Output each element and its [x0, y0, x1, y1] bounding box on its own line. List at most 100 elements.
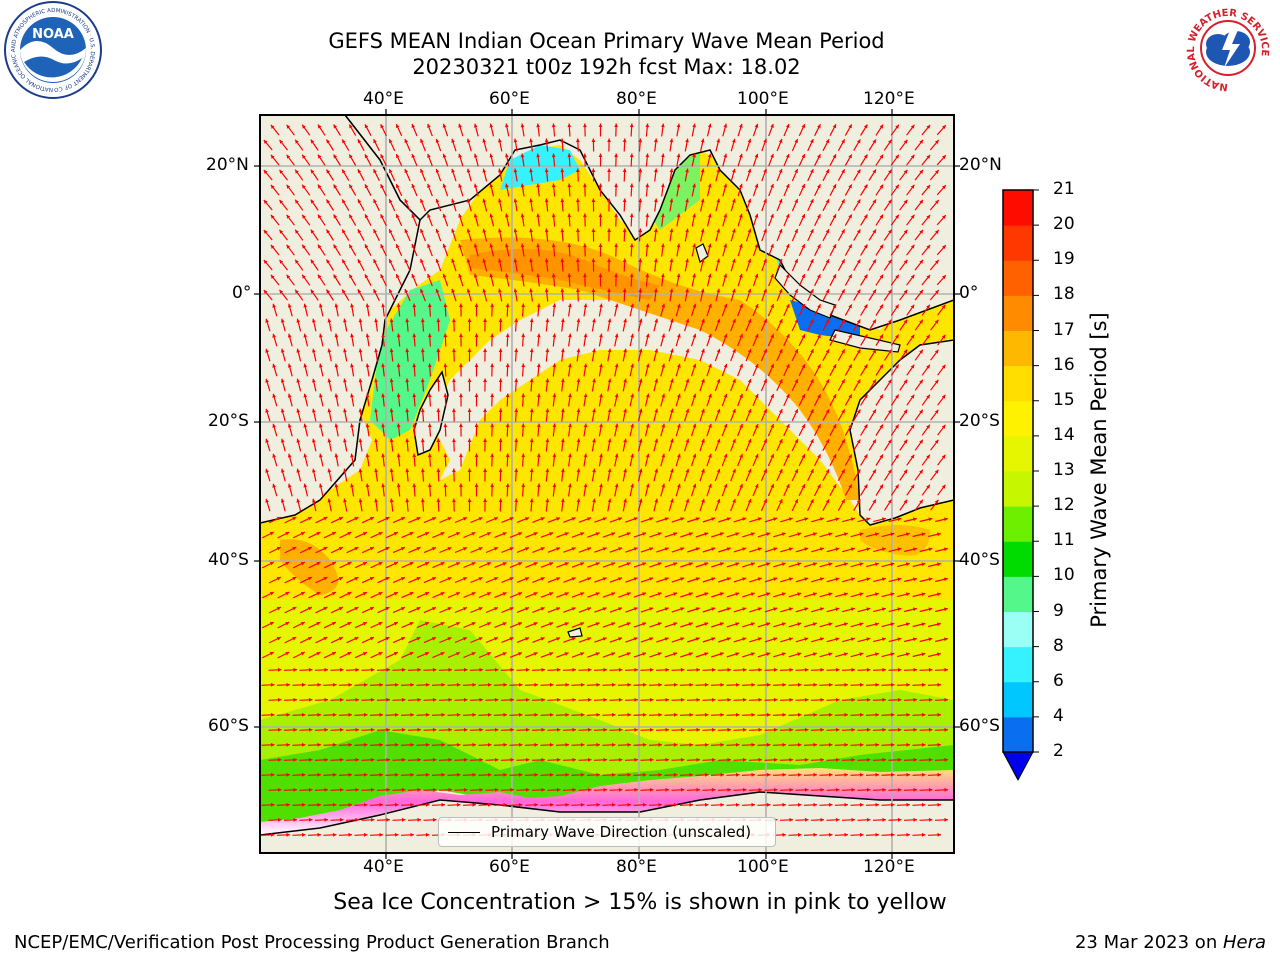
wave-arrow-head [801, 184, 805, 189]
wave-arrow-head [630, 393, 634, 398]
wave-arrow-head [828, 592, 833, 597]
wave-arrow-head [685, 468, 690, 473]
wave-arrow-head [575, 198, 580, 203]
wave-arrow-head [934, 409, 939, 414]
wave-arrow-head [739, 453, 743, 458]
wave-arrow-head [365, 333, 370, 338]
wave-arrow-head [817, 244, 821, 249]
wave-arrow-head [906, 742, 910, 747]
wave-arrow-head [432, 607, 436, 611]
wave-arrow-head [658, 742, 662, 747]
wave-arrow-head [723, 393, 728, 398]
wave-arrow-head [875, 802, 879, 807]
wave-arrow-head [928, 817, 933, 822]
wave-arrow-head [505, 123, 509, 128]
wave-arrow-head [478, 517, 483, 521]
wave-arrow-head [676, 123, 681, 128]
wave-arrow-head [804, 637, 809, 641]
wave-arrow-head [389, 468, 394, 473]
wave-arrow-head [735, 532, 740, 536]
wave-arrow-head [466, 288, 471, 293]
wave-arrow-head [420, 348, 425, 353]
wave-arrow-head [286, 772, 290, 777]
wave-arrow-head [677, 333, 681, 338]
wave-arrow-head [704, 712, 709, 717]
wave-arrow-head [373, 229, 377, 234]
wave-arrow-head [812, 652, 817, 656]
wave-arrow-head [420, 408, 425, 413]
wave-arrow-head [661, 123, 665, 128]
wave-arrow-head [529, 288, 533, 293]
wave-arrow-head [910, 364, 915, 369]
wave-arrow-head [739, 123, 743, 128]
wave-arrow-head [828, 682, 833, 687]
wave-arrow-head [505, 453, 510, 458]
wave-arrow-head [649, 517, 654, 521]
wave-arrow-head [551, 243, 556, 248]
wave-arrow-head [326, 289, 330, 294]
wave-arrow-head [567, 213, 572, 218]
wave-arrow-head [720, 802, 724, 807]
wave-arrow-head [549, 562, 554, 566]
wave-arrow-head [347, 592, 352, 596]
wave-arrow-head [770, 394, 774, 398]
wave-arrow-head [411, 124, 416, 128]
wave-arrow-head [819, 517, 824, 521]
wave-arrow-head [944, 697, 948, 702]
wave-arrow-head [882, 787, 886, 792]
wave-arrow-head [440, 622, 445, 626]
wave-arrow-head [279, 259, 284, 264]
wave-arrow-head [534, 712, 538, 717]
wave-arrow-head [580, 802, 585, 807]
wave-arrow-head [782, 712, 786, 717]
wave-arrow-head [357, 229, 362, 234]
wave-arrow-head [365, 483, 370, 488]
wave-arrow-head [828, 622, 833, 627]
wave-arrow-head [810, 319, 814, 324]
wave-arrow-head [551, 183, 556, 188]
wave-arrow-head [599, 423, 603, 428]
wave-arrow-head [623, 408, 627, 413]
wave-arrow-head [859, 562, 864, 567]
wave-arrow-head [654, 468, 659, 473]
wave-arrow-head [575, 258, 580, 263]
wave-arrow-head [794, 469, 798, 474]
wave-arrow-head [654, 348, 659, 353]
wave-arrow-head [773, 637, 778, 641]
wave-arrow-head [568, 303, 572, 308]
wave-arrow-head [692, 483, 697, 488]
wave-arrow-head [380, 274, 384, 279]
wave-arrow-head [642, 652, 647, 656]
wave-arrow-head [719, 532, 724, 536]
wave-arrow-head [919, 499, 923, 504]
wave-arrow-head [856, 409, 861, 414]
wave-arrow-head [583, 123, 587, 128]
wave-arrow-head [296, 348, 301, 353]
wave-arrow-head [944, 547, 948, 552]
wave-arrow-head [490, 363, 494, 368]
wave-arrow-head [848, 124, 852, 129]
wave-arrow-head [817, 394, 821, 399]
wave-arrow-head [622, 138, 627, 143]
wave-arrow-head [529, 228, 533, 233]
wave-arrow-head [856, 139, 861, 144]
wave-arrow-head [888, 349, 892, 354]
wave-arrow-head [420, 438, 425, 443]
wave-arrow-head [521, 453, 526, 458]
wave-arrow-head [436, 408, 441, 413]
wave-arrow-head [937, 712, 941, 717]
wave-arrow-head [897, 727, 902, 732]
wave-arrow-head [509, 637, 514, 641]
wave-arrow-head [277, 697, 282, 702]
wave-arrow-head [688, 562, 693, 566]
wave-arrow-head [723, 273, 728, 278]
wave-arrow-head [401, 577, 405, 581]
wave-arrow-head [704, 532, 709, 536]
wave-arrow-head [425, 772, 430, 777]
wave-arrow-head [494, 577, 498, 581]
wave-arrow-head [277, 817, 282, 822]
wave-arrow-head [357, 259, 362, 264]
wave-arrow-head [781, 562, 786, 566]
wave-arrow-head [396, 214, 400, 219]
